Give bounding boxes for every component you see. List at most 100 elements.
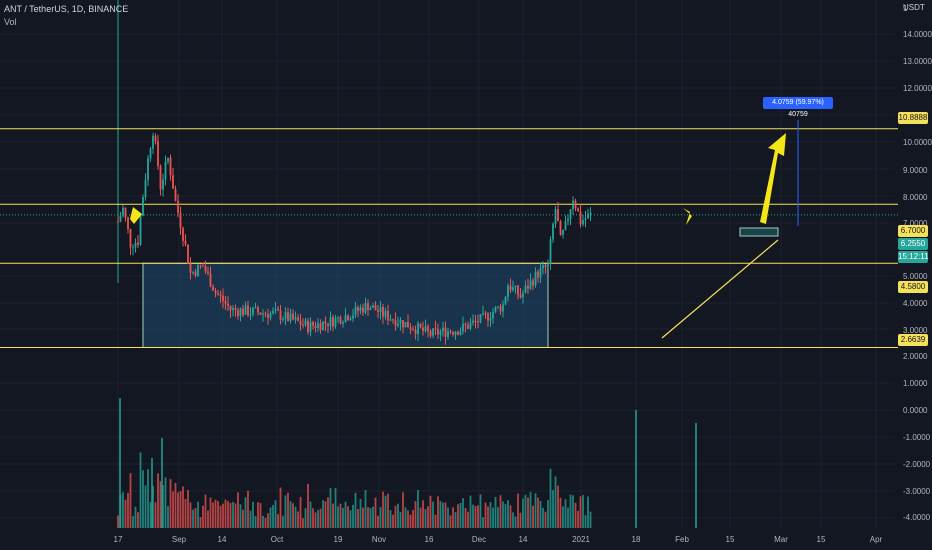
volume-bar [342,507,344,528]
candle-body [219,294,222,296]
candle-body [302,324,304,326]
candle-body [229,305,232,311]
candle-body [562,229,564,235]
volume-bar [152,485,154,528]
candle-body [259,312,262,315]
candle-body [149,148,152,159]
volume-bar [129,473,132,528]
volume-bar [454,512,457,528]
current-price-tag[interactable]: 6.2550 [898,238,928,250]
volume-bar [572,495,574,528]
volume-bar [444,502,447,528]
volume-bar [309,501,312,528]
volume-bar [354,492,357,528]
candle-body [277,309,279,311]
volume-bar [137,512,139,528]
candle-body [237,310,239,316]
candle-body [379,306,382,312]
candle-body [437,329,439,335]
measure-tool-label[interactable]: 4.0759 (59.97%) 40759 [763,97,833,118]
volume-axis-label: 2.0000 [903,352,928,361]
candle-body [279,310,282,320]
volume-bar [262,515,264,528]
candle-body [534,271,537,286]
volume-bar [562,506,564,528]
volume-bar [264,517,267,528]
price-axis-label: 10.0000 [903,138,932,147]
volume-bar [442,502,444,528]
volume-bar [197,501,199,528]
time-axis-label: 16 [424,535,434,544]
candle-body [377,310,379,312]
level-tag-2-6639[interactable]: 2.6639 [898,334,928,346]
level-tag-6-7[interactable]: 6.7000 [898,225,928,237]
volume-indicator-label[interactable]: Vol [4,17,17,27]
volume-bar [387,493,389,528]
candle-body [184,240,187,245]
candle-body [122,207,124,216]
candle-body [389,319,392,321]
volume-bar [537,497,539,528]
candle-body [359,307,362,311]
candle-body [394,319,397,326]
trend-line [661,239,779,339]
volume-axis-label: 0.0000 [903,406,928,415]
candle-body [487,313,489,321]
accumulation-box-layer [142,262,549,348]
candle-body [214,290,217,294]
currency-unit[interactable]: USDT [903,3,925,12]
price-axis-label: 4.0000 [903,299,928,308]
candle-body [194,271,197,276]
candle-body [509,285,512,291]
level-tag-4-58[interactable]: 4.5800 [898,281,928,293]
volume-bar [514,516,517,528]
candle-body [307,320,309,333]
volume-bar [587,496,589,528]
candle-body [297,317,299,321]
volume-bar [547,500,549,528]
candle-body [464,323,467,326]
candle-body [162,179,164,190]
candles-layer [117,132,592,345]
volume-bar [317,510,319,528]
volume-bar [497,507,499,528]
candle-body [369,307,372,311]
time-axis-label: 17 [113,535,123,544]
volume-bar [635,410,637,528]
annotations-layer [130,120,799,339]
candle-body [507,285,509,297]
candle-body [402,320,404,328]
candle-body [267,314,269,318]
volume-bar [172,491,174,528]
candle-body [227,303,229,306]
candle-body [294,317,297,320]
candle-body [432,328,434,336]
time-axis-label: 19 [333,535,343,544]
level-tag-10-8888[interactable]: 10.8888 [898,112,928,124]
volume-bar [362,507,364,528]
volume-bar [154,502,157,528]
candle-body [422,327,424,332]
candle-body [304,320,307,325]
volume-bar [212,502,214,528]
volume-bar [117,515,119,528]
volume-bar [124,499,127,528]
candle-body [554,209,557,225]
volume-bar [534,493,537,528]
volume-bar [517,493,519,528]
candle-body [434,328,437,330]
volume-bar [392,514,394,528]
volume-bar [227,501,229,528]
candle-body [424,326,427,332]
candle-body [497,306,499,308]
volume-bar [527,497,529,528]
volume-bar [207,510,209,528]
candle-body [582,220,584,225]
candle-body [504,296,507,305]
candle-body [212,286,214,291]
price-axis-label: 14.0000 [903,30,932,39]
time-axis-label: 14 [217,535,227,544]
candle-body [362,307,364,313]
candle-body [334,317,337,327]
